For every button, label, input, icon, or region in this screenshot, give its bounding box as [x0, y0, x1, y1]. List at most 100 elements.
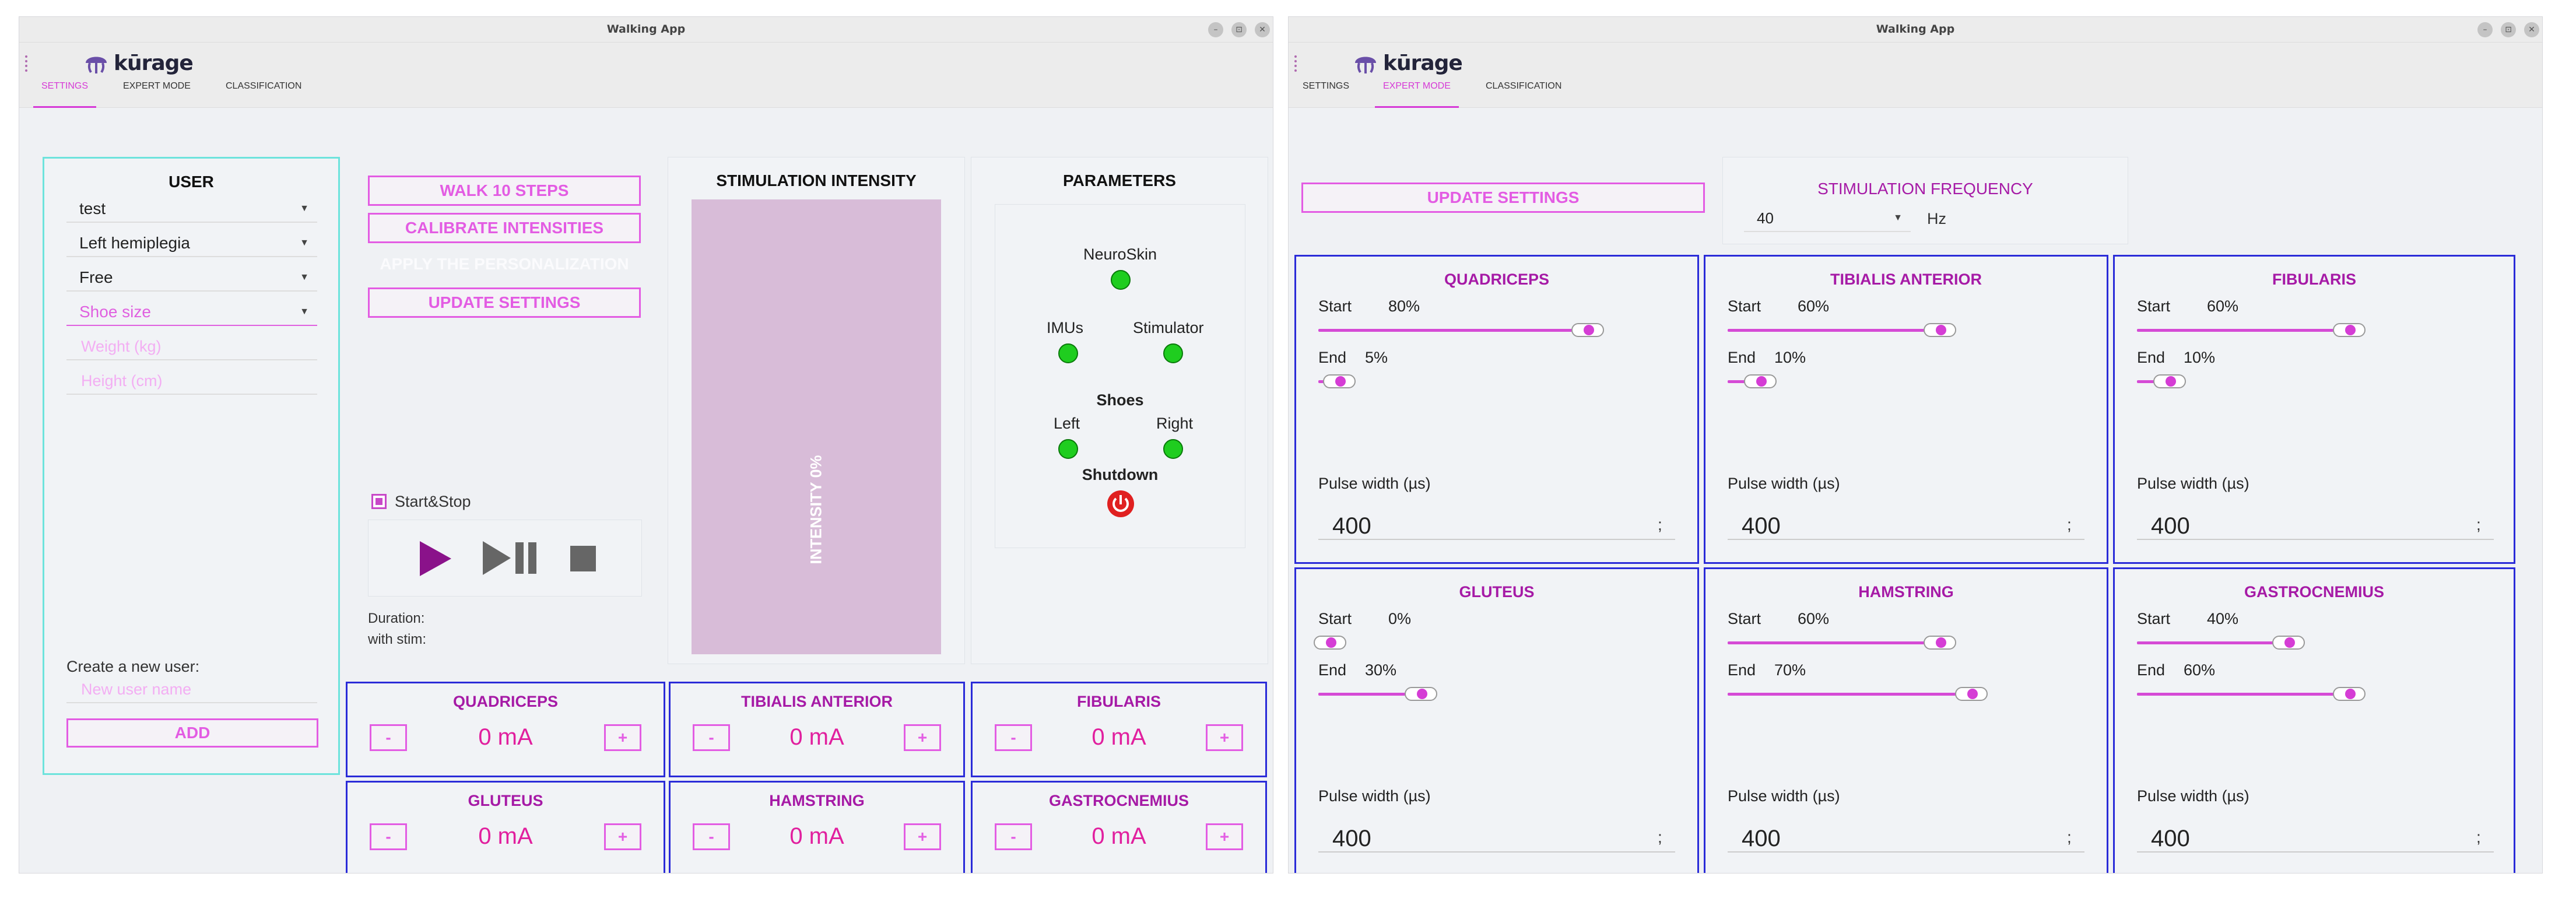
muscle-name: HAMSTRING [769, 792, 865, 809]
close-button[interactable]: ✕ [2524, 22, 2539, 37]
shoe-size-value: Shoe size [79, 303, 151, 321]
title-bar: Walking App – ⊡ ✕ [1289, 17, 2542, 43]
minimize-button[interactable]: – [2477, 22, 2493, 37]
pulse-width-value[interactable]: 400 [1742, 513, 1781, 539]
walk-10-steps-button[interactable]: WALK 10 STEPS [368, 176, 641, 206]
muscle-name: TIBIALIS ANTERIOR [741, 693, 893, 710]
shoe-size-select[interactable]: Shoe size ▼ [66, 299, 317, 326]
minimize-button[interactable]: – [1208, 22, 1223, 37]
calibrate-intensities-button[interactable]: CALIBRATE INTENSITIES [368, 213, 641, 243]
start-value: 60% [1798, 610, 1830, 627]
pulse-width-spin[interactable]: ; [2067, 515, 2072, 534]
user-select[interactable]: test ▼ [66, 196, 317, 223]
decrease-button[interactable]: - [995, 823, 1032, 850]
increase-button[interactable]: + [1206, 823, 1243, 850]
maximize-button[interactable]: ⊡ [2501, 22, 2516, 37]
start-slider-handle[interactable] [1314, 636, 1346, 650]
start-slider-handle[interactable] [2333, 323, 2366, 337]
end-slider-handle[interactable] [1955, 687, 1988, 701]
start-slider-handle[interactable] [2272, 636, 2305, 650]
pulse-width-value[interactable]: 400 [1742, 826, 1781, 851]
muscle-config-quadriceps: QUADRICEPS Start 80% End 5% Pulse width … [1294, 255, 1699, 564]
window-title: Walking App [1876, 23, 1955, 36]
increase-button[interactable]: + [604, 823, 641, 850]
pulse-width-underline [1728, 851, 2084, 853]
increase-button[interactable]: + [904, 724, 941, 751]
start-slider-handle[interactable] [1924, 323, 1956, 337]
frequency-value: 40 [1757, 209, 1774, 227]
muscle-config-gluteus: GLUTEUS Start 0% End 30% Pulse width (µs… [1294, 567, 1699, 873]
end-value: 5% [1365, 349, 1388, 366]
end-slider-handle[interactable] [1744, 374, 1777, 388]
decrease-button[interactable]: - [370, 823, 407, 850]
pulse-width-spin[interactable]: ; [2476, 515, 2481, 534]
drag-handle-icon[interactable] [1294, 55, 1299, 72]
pulse-width-spin[interactable]: ; [1658, 828, 1662, 846]
end-slider-handle[interactable] [1323, 374, 1356, 388]
end-slider-handle[interactable] [2333, 687, 2366, 701]
tab-expert-mode[interactable]: EXPERT MODE [1375, 81, 1459, 108]
weight-input[interactable]: Weight (kg) [66, 334, 317, 360]
tab-classification[interactable]: CLASSIFICATION [1486, 81, 1562, 91]
power-icon[interactable] [1106, 489, 1135, 518]
muscle-name: GASTROCNEMIUS [1048, 792, 1189, 809]
dropdown-arrow-icon: ▼ [300, 238, 309, 248]
decrease-button[interactable]: - [370, 724, 407, 751]
expert-update-settings-button[interactable]: UPDATE SETTINGS [1301, 183, 1705, 213]
pulse-width-value[interactable]: 400 [1332, 513, 1371, 539]
tab-classification[interactable]: CLASSIFICATION [226, 81, 302, 91]
start-slider-handle[interactable] [1924, 636, 1956, 650]
frequency-select[interactable]: 40 ▼ [1744, 205, 1911, 232]
drag-handle-icon[interactable] [25, 55, 30, 72]
neuroskin-status-led [1111, 270, 1131, 290]
tab-expert-mode[interactable]: EXPERT MODE [123, 81, 191, 91]
decrease-button[interactable]: - [995, 724, 1032, 751]
pulse-width-value[interactable]: 400 [1332, 826, 1371, 851]
play-pause-icon[interactable] [482, 540, 540, 576]
shutdown-label: Shutdown [1082, 466, 1159, 483]
jellyfish-logo-icon [86, 57, 107, 73]
stop-icon[interactable] [569, 545, 597, 573]
condition-select[interactable]: Left hemiplegia ▼ [66, 230, 317, 257]
increase-button[interactable]: + [1206, 724, 1243, 751]
user-select-value: test [79, 199, 106, 218]
end-slider-handle[interactable] [2153, 374, 2186, 388]
tab-settings[interactable]: SETTINGS [33, 81, 97, 108]
start-slider-handle[interactable] [1571, 323, 1604, 337]
pulse-width-underline [2137, 851, 2494, 853]
play-icon[interactable] [417, 540, 452, 577]
current-panel-tibialis-anterior: TIBIALIS ANTERIOR - 0 mA + [669, 682, 965, 777]
close-button[interactable]: ✕ [1255, 22, 1270, 37]
pulse-width-spin[interactable]: ; [2476, 828, 2481, 846]
maximize-button[interactable]: ⊡ [1231, 22, 1247, 37]
muscle-config-hamstring: HAMSTRING Start 60% End 70% Pulse width … [1704, 567, 2108, 873]
pulse-width-spin[interactable]: ; [2067, 828, 2072, 846]
update-settings-button[interactable]: UPDATE SETTINGS [368, 287, 641, 318]
stimulation-intensity-panel: STIMULATION INTENSITY INTENSITY 0% [668, 157, 965, 664]
pulse-width-value[interactable]: 400 [2151, 513, 2190, 539]
walking-app-window-expert: Walking App – ⊡ ✕ kūrage SETTINGS EXPERT… [1288, 16, 2543, 874]
muscle-name: GLUTEUS [468, 792, 543, 809]
apply-personalization-button[interactable]: APPLY THE PERSONALIZATION [380, 255, 629, 273]
increase-button[interactable]: + [904, 823, 941, 850]
increase-button[interactable]: + [604, 724, 641, 751]
pulse-width-spin[interactable]: ; [1658, 515, 1662, 534]
tab-settings[interactable]: SETTINGS [1303, 81, 1350, 91]
decrease-button[interactable]: - [693, 823, 730, 850]
end-label: End [2137, 661, 2166, 679]
tab-bar: SETTINGS EXPERT MODE CLASSIFICATION [1289, 81, 2542, 108]
checkbox-icon[interactable] [371, 494, 387, 509]
stimulation-frequency-panel: STIMULATION FREQUENCY 40 ▼ Hz [1722, 157, 2128, 244]
new-user-name-input[interactable]: New user name [66, 676, 317, 703]
current-value: 0 mA [789, 724, 844, 750]
mode-select[interactable]: Free ▼ [66, 265, 317, 292]
current-panel-gastrocnemius: GASTROCNEMIUS - 0 mA + [971, 781, 1267, 873]
pulse-width-value[interactable]: 400 [2151, 826, 2190, 851]
start-value: 40% [2207, 610, 2239, 627]
jellyfish-logo-icon [1355, 57, 1376, 73]
decrease-button[interactable]: - [693, 724, 730, 751]
height-input[interactable]: Height (cm) [66, 368, 317, 395]
add-user-button[interactable]: ADD [66, 718, 318, 748]
end-slider-handle[interactable] [1405, 687, 1437, 701]
user-title: USER [169, 173, 214, 191]
